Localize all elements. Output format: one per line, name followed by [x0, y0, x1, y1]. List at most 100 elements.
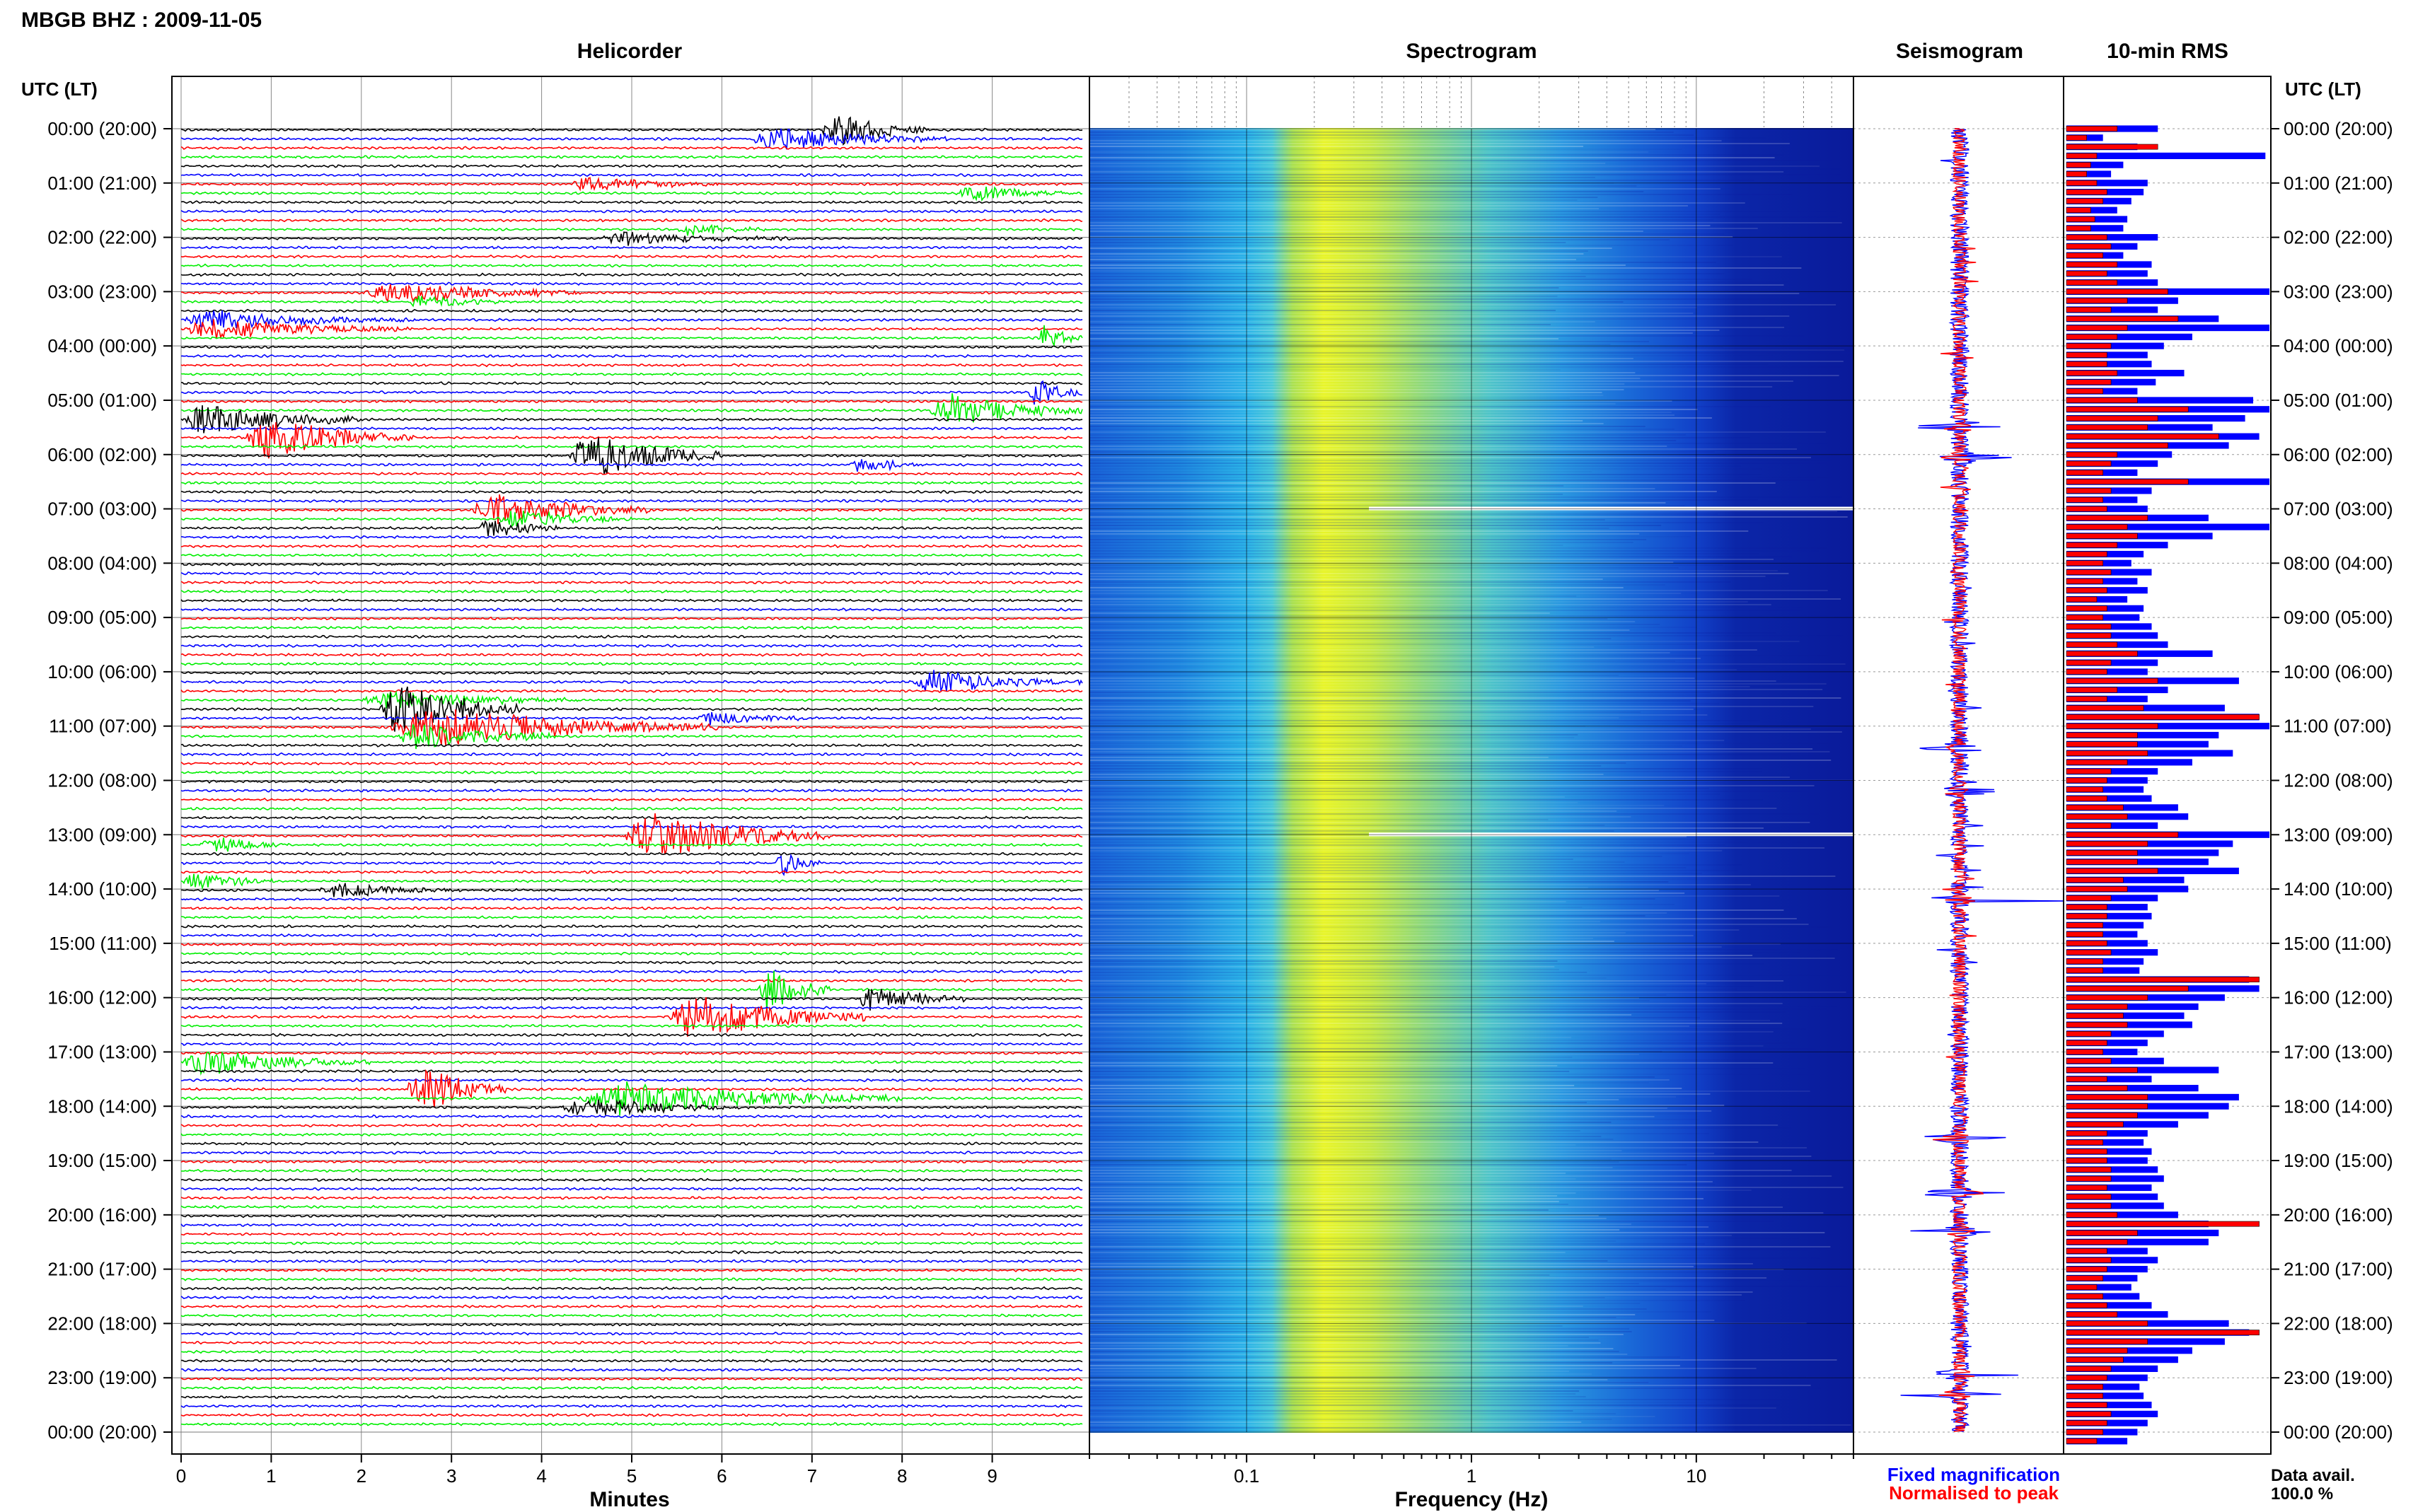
spectrogram-texture-row: [1089, 581, 1731, 583]
spectrogram-texture-row: [1089, 644, 1698, 645]
spectrogram-texture-row: [1089, 1062, 1774, 1064]
spectrogram-texture-row: [1089, 304, 1836, 306]
rms-bar-fixed: [2066, 1066, 2219, 1074]
rms-bar-fixed: [2066, 650, 2213, 657]
time-axis-right: 00:00 (20:00) 01:00 (21:00) 02:00 (22:00) 0…: [2271, 118, 2393, 1443]
rms-bar-normalised: [2066, 506, 2107, 512]
spectrogram-texture-row: [1089, 545, 1563, 546]
rms-bar-fixed: [2066, 1193, 2158, 1200]
helicorder-trace: [180, 1231, 1083, 1236]
spectrogram-texture-row: [1089, 737, 1575, 738]
spectrogram-texture-row: [1089, 1263, 1753, 1264]
time-tick-label-right: 23:00 (19:00): [2284, 1367, 2393, 1388]
rms-bar-normalised: [2066, 315, 2179, 322]
helicorder-x-axis: 0 1 2 3 4 5 6 7 8 9: [176, 1454, 997, 1487]
rms-bar-fixed: [2066, 849, 2219, 856]
spectrogram-texture-row: [1089, 1184, 1715, 1185]
spectrogram-texture-row: [1089, 601, 1748, 603]
spectrogram-texture-row: [1089, 1003, 1783, 1004]
rms-bar-fixed: [2066, 840, 2233, 847]
spectrogram-texture-row: [1089, 740, 1725, 741]
spectrogram-texture-row: [1089, 629, 1630, 631]
spectrogram-texture-row: [1089, 296, 1558, 297]
rms-bar-normalised: [2066, 1175, 2112, 1182]
spectrogram-texture-row: [1089, 511, 1838, 512]
rms-bar-normalised: [2066, 243, 2112, 250]
rms-bar-normalised: [2066, 198, 2104, 204]
spectrogram-texture-row: [1089, 1356, 1680, 1358]
helicorder-trace: [180, 319, 1083, 339]
spectrogram-texture-row: [1089, 887, 1588, 888]
spectrogram-texture-row: [1089, 414, 1675, 416]
helicorder-x-tick-label: 2: [357, 1465, 366, 1487]
spectrogram-texture-row: [1089, 477, 1832, 478]
spectrogram-texture-row: [1089, 1393, 1576, 1395]
spectrogram-texture-row: [1089, 1274, 1550, 1276]
spectrogram-texture-row: [1089, 1427, 1811, 1429]
spectrogram-texture-row: [1089, 774, 1604, 775]
helicorder-trace: [180, 489, 1083, 494]
spectrogram-texture-row: [1089, 675, 1619, 676]
spectrogram-texture-row: [1089, 980, 1784, 982]
spectrogram-texture-row: [1089, 1020, 1771, 1021]
helicorder-trace: [180, 1349, 1083, 1354]
helicorder-trace: [180, 1081, 1083, 1116]
spectrogram-texture-row: [1089, 1424, 1851, 1426]
helicorder-trace: [180, 813, 1083, 855]
time-tick-label-left: 11:00 (07:00): [49, 716, 157, 737]
time-tick-label-right: 08:00 (04:00): [2284, 552, 2393, 574]
spectrogram-texture-row: [1089, 907, 1583, 908]
spectrogram-texture-row: [1089, 867, 1687, 868]
helicorder-trace: [180, 284, 1083, 303]
spectrogram-texture-row: [1089, 347, 1724, 348]
spectrogram-texture-row: [1089, 494, 1563, 495]
spectrogram-texture-row: [1089, 1057, 1573, 1058]
rms-bar-fixed: [2066, 397, 2253, 404]
rms-bar-normalised: [2066, 741, 2138, 748]
spectrogram-texture-row: [1089, 1190, 1752, 1191]
spectrogram-texture-row: [1089, 313, 1694, 314]
rms-bar-normalised: [2066, 1248, 2107, 1254]
spectrogram-texture-row: [1089, 827, 1764, 829]
spectrogram-texture-row: [1089, 233, 1725, 235]
rms-bar-normalised: [2066, 913, 2107, 919]
spectrogram-texture-row: [1089, 1209, 1549, 1211]
helicorder-trace: [180, 310, 1083, 329]
spectrogram-texture-row: [1089, 1379, 1608, 1380]
helicorder-trace: [180, 1376, 1083, 1381]
spectrogram-texture-row: [1089, 672, 1837, 673]
helicorder-trace: [180, 689, 1083, 694]
spectrogram-texture-row: [1089, 564, 1723, 566]
rms-bar-normalised: [2066, 886, 2128, 892]
helicorder-trace: [180, 851, 1083, 856]
spectrogram-texture-row: [1089, 960, 1558, 962]
spectrogram-texture-row: [1089, 174, 1842, 175]
spectrogram-texture-row: [1089, 1071, 1570, 1072]
helicorder-trace: [180, 380, 1082, 405]
spectrogram-texture-row: [1089, 819, 1549, 820]
spectrogram-texture-row: [1089, 1034, 1736, 1035]
utc-label-left: UTC (LT): [21, 78, 98, 100]
rms-bar-normalised: [2066, 488, 2112, 494]
spectrogram-texture-row: [1089, 513, 1718, 515]
time-tick-label-left: 16:00 (12:00): [47, 987, 157, 1008]
time-tick-label-right: 02:00 (22:00): [2284, 227, 2393, 248]
spectrogram-texture-row: [1089, 932, 1626, 934]
helicorder-trace: [180, 186, 1083, 202]
spectrogram-texture-row: [1089, 1257, 1820, 1259]
rms-bar-normalised: [2066, 723, 2158, 729]
rms-bar-fixed: [2066, 768, 2158, 775]
spectrogram-texture-row: [1089, 680, 1776, 682]
spectrogram-texture-row: [1089, 1421, 1582, 1423]
spectrogram-texture-row: [1089, 279, 1752, 280]
spectrogram-texture-row: [1089, 1198, 1703, 1199]
spectrogram-texture-row: [1089, 301, 1624, 303]
spectrogram-texture-row: [1089, 463, 1829, 464]
spectrogram-texture-row: [1089, 649, 1757, 651]
rms-bar-fixed: [2066, 1076, 2152, 1083]
rms-bar-fixed: [2066, 1148, 2152, 1155]
rms-bar-fixed: [2066, 1229, 2219, 1237]
spectrogram-texture-row: [1089, 1286, 1847, 1287]
time-tick-label-left: 00:00 (20:00): [47, 1421, 157, 1443]
spectrogram-texture-row: [1089, 1376, 1806, 1378]
